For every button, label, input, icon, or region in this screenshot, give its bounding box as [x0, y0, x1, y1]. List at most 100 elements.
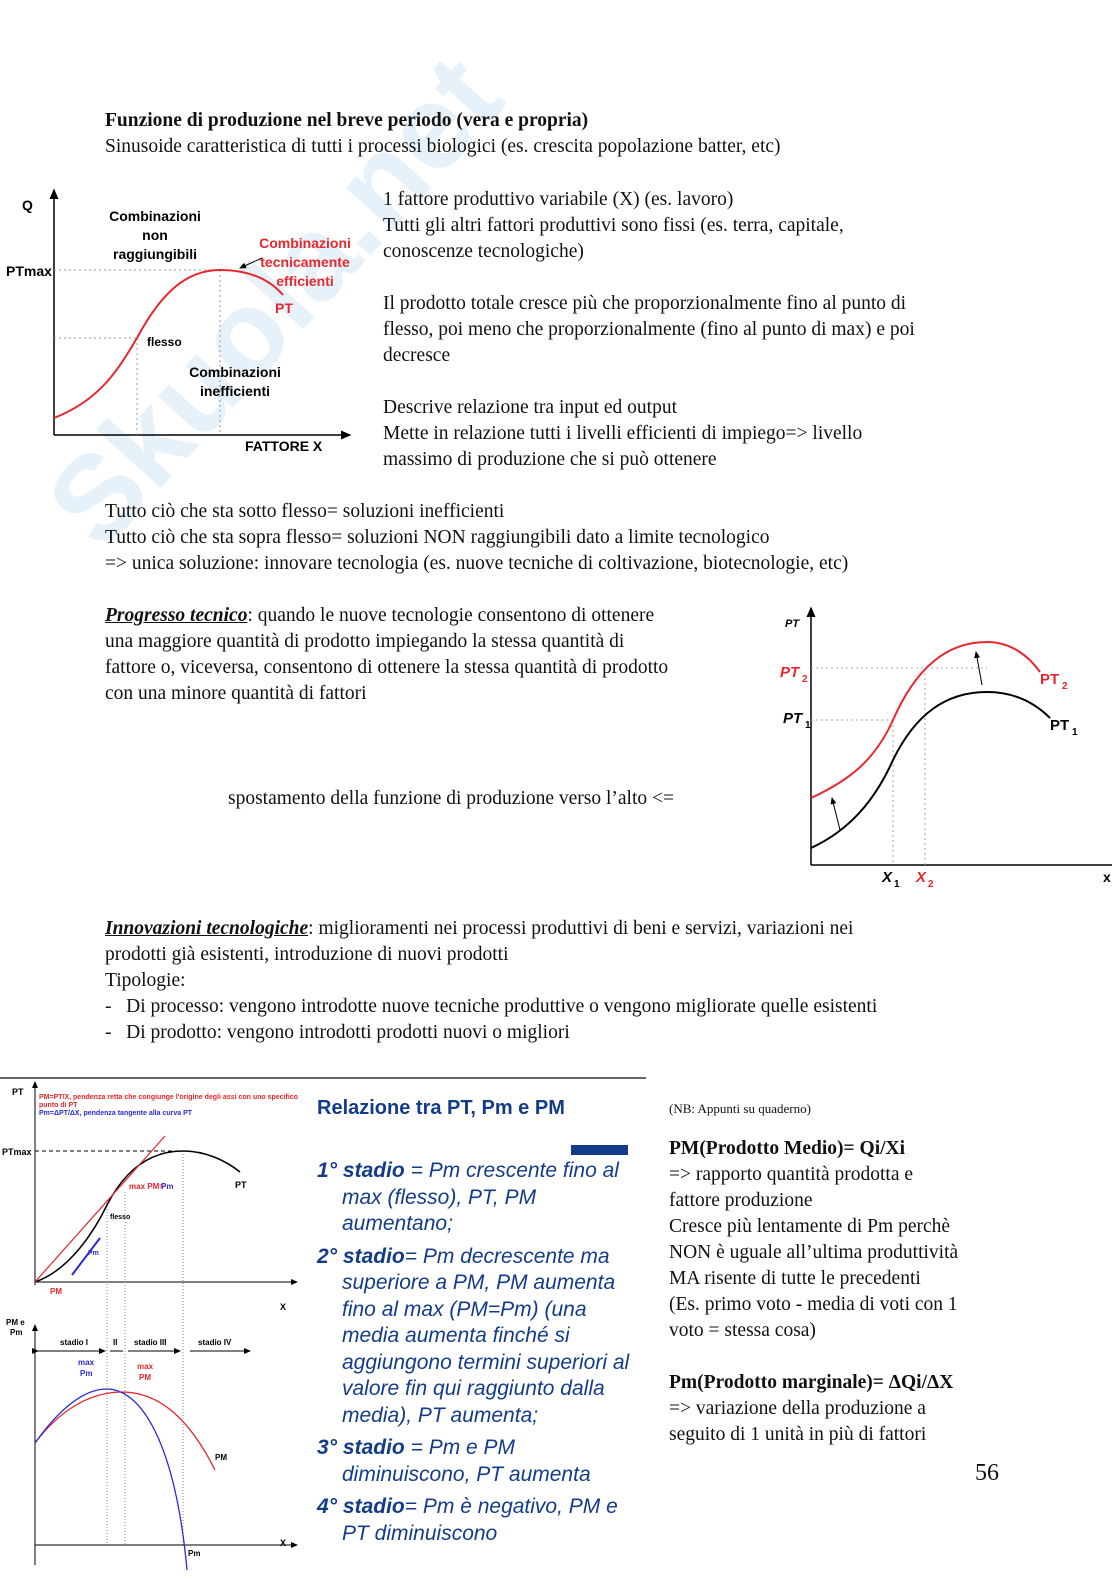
bullet: - Di processo: vengono introdotte nuove … — [105, 996, 878, 1017]
summary-line: Tutto ciò che sta sopra flesso= soluzion… — [105, 527, 770, 548]
c1-label: Combinazioni — [109, 208, 201, 224]
pmm-line: => variazione della produzione a — [669, 1398, 926, 1419]
stadio-3: 3° stadio = Pm e PM diminuiscono, PT aume… — [317, 1436, 591, 1486]
stadio-2: 2° stadio= Pm decrescente ma superiore a … — [317, 1244, 630, 1427]
para-line: decresce — [383, 345, 451, 366]
progress-line: con una minore quantità di fattori — [105, 683, 367, 704]
c1-label: Combinazioni — [259, 235, 351, 251]
para-line: Descrive relazione tra input ed output — [383, 397, 678, 418]
c3-ylabel: PT — [12, 1087, 24, 1097]
innov-line: Innovazioni tecnologiche: miglioramenti … — [105, 916, 853, 942]
c3-max: Pm — [80, 1369, 92, 1378]
c1-label: Combinazioni — [189, 364, 281, 380]
c3-max: max — [78, 1358, 95, 1367]
stadio-4: 4° stadio= Pm è negativo, PM e PT diminui… — [317, 1495, 618, 1545]
c1-ptmax: PTmax — [6, 263, 52, 279]
c1-label: tecnicamente — [260, 254, 350, 270]
chart1: Q PTmax Combinazioni non raggiungibili C… — [6, 188, 352, 454]
subheading: Sinusoide caratteristica di tutti i proc… — [105, 136, 781, 157]
c2-sub: 1 — [894, 879, 900, 890]
c2-sub: 2 — [1062, 681, 1068, 692]
chart2: PT PT 2 PT 1 PT 2 PT 1 X 1 X 2 x — [780, 606, 1112, 890]
text: Di processo: vengono introdotte nuove te… — [126, 996, 878, 1017]
para-line: flesso, poi meno che proporzionalmente (… — [383, 319, 915, 340]
page-number: 56 — [975, 1460, 999, 1486]
c2-sub: 1 — [805, 720, 811, 731]
c2-pt1: PT — [1050, 717, 1069, 734]
c3-ptmax: PTmax — [2, 1147, 32, 1157]
c3-stadio: stadio I — [60, 1338, 88, 1347]
c3-pm: Pm — [88, 1250, 99, 1257]
pmm-line: seguito di 1 unità in più di fattori — [669, 1424, 927, 1445]
para-line: 1 fattore produttivo variabile (X) (es. … — [383, 189, 734, 210]
c2-pt2-axis: PT — [780, 664, 801, 681]
pm-title: PM(Prodotto Medio)= Qi/Xi — [669, 1138, 906, 1159]
c2-sub: 2 — [928, 879, 934, 890]
c3-maxpm: max PM= — [129, 1182, 164, 1191]
c3-max: PM — [139, 1373, 151, 1382]
heading: Funzione di produzione nel breve periodo… — [105, 110, 589, 131]
text: Di prodotto: vengono introdotti prodotti… — [126, 1022, 570, 1043]
c2-sub: 1 — [1072, 727, 1078, 738]
c3-stadio: stadio III — [134, 1338, 166, 1347]
c2-pt1-axis: PT — [783, 710, 804, 727]
c2-pt2: PT — [1040, 671, 1059, 688]
c3-stadio: II — [113, 1338, 117, 1347]
slide-list: 1° stadio = Pm crescente fino al max (fle… — [317, 1158, 629, 1547]
c1-label: inefficienti — [200, 383, 270, 399]
para-line: Mette in relazione tutti i livelli effic… — [383, 423, 863, 444]
text: : miglioramenti nei processi produttivi … — [308, 918, 854, 939]
c3-def: PM=PT/X, pendenza retta che congiunge l'… — [39, 1094, 298, 1101]
c2-x2: X — [915, 869, 927, 886]
c3-ylabel2: PM e — [6, 1318, 25, 1327]
c3-max: max — [137, 1362, 154, 1371]
innov-line: Tipologie: — [105, 970, 186, 991]
c3-x: X — [280, 1302, 286, 1312]
innov-term: Innovazioni tecnologiche — [105, 918, 309, 939]
innov-line: prodotti già esistenti, introduzione di … — [105, 944, 509, 965]
summary-line: Tutto ciò che sta sotto flesso= soluzion… — [105, 501, 505, 522]
pm-lines: => rapporto quantità prodotta e fattore p… — [669, 1164, 959, 1341]
c2-xlabel: x — [1103, 869, 1111, 885]
c1-xlabel: FATTORE X — [245, 438, 323, 454]
progress-line: fattore o, viceversa, consentono di otte… — [105, 657, 669, 678]
c1-ylabel: Q — [22, 197, 33, 213]
bullet: - Di prodotto: vengono introdotti prodot… — [105, 1022, 570, 1043]
c3-x2: X — [280, 1538, 286, 1548]
c3-maxpm: Pm — [161, 1182, 173, 1191]
summary-line: => unica soluzione: innovare tecnologia … — [105, 553, 849, 574]
progress-term: Progresso tecnico — [105, 605, 248, 626]
c3-pm: PM — [50, 1287, 62, 1296]
c3-ylabel2: Pm — [10, 1328, 22, 1337]
c3-def: punto di PT — [39, 1102, 78, 1109]
slide-bar — [571, 1145, 628, 1155]
c3-pt: PT — [235, 1180, 247, 1190]
progress-line: Progresso tecnico: quando le nuove tecno… — [105, 603, 654, 629]
c3-def: Pm=ΔPT/ΔX, pendenza tangente alla curva … — [39, 1110, 193, 1117]
c3-pmm-curve: Pm — [188, 1549, 200, 1558]
progress-line: una maggiore quantità di prodotto impieg… — [105, 631, 625, 652]
slide-title: Relazione tra PT, Pm e PM — [317, 1097, 565, 1119]
c1-pt: PT — [275, 300, 293, 316]
para-line: Il prodotto totale cresce più che propor… — [383, 293, 907, 314]
para-line: conoscenze tecnologiche) — [383, 241, 584, 262]
c2-ylabel: PT — [785, 618, 800, 630]
shift-text: spostamento della funzione di produzione… — [228, 788, 675, 809]
pmm-title: Pm(Prodotto marginale)= ΔQi/ΔX — [669, 1372, 954, 1393]
c1-label: efficienti — [276, 273, 334, 289]
para-line: Tutti gli altri fattori produttivi sono … — [383, 215, 844, 236]
c3-flesso: flesso — [110, 1214, 130, 1221]
c2-sub: 2 — [802, 674, 808, 685]
chart3: PT PM=PT/X, pendenza retta che congiunge… — [0, 1077, 646, 1571]
stadio-1: 1° stadio = Pm crescente fino al max (fle… — [317, 1159, 619, 1235]
c3-pm-curve: PM — [215, 1453, 227, 1462]
c1-label: non — [142, 227, 168, 243]
c2-x1: X — [881, 869, 893, 886]
c1-label: raggiungibili — [113, 246, 197, 262]
para-line: massimo di produzione che si può ottener… — [383, 449, 717, 470]
text: : quando le nuove tecnologie consentono … — [247, 605, 655, 626]
c3-stadio: stadio IV — [198, 1338, 232, 1347]
nb-note: (NB: Appunti su quaderno) — [669, 1101, 811, 1116]
